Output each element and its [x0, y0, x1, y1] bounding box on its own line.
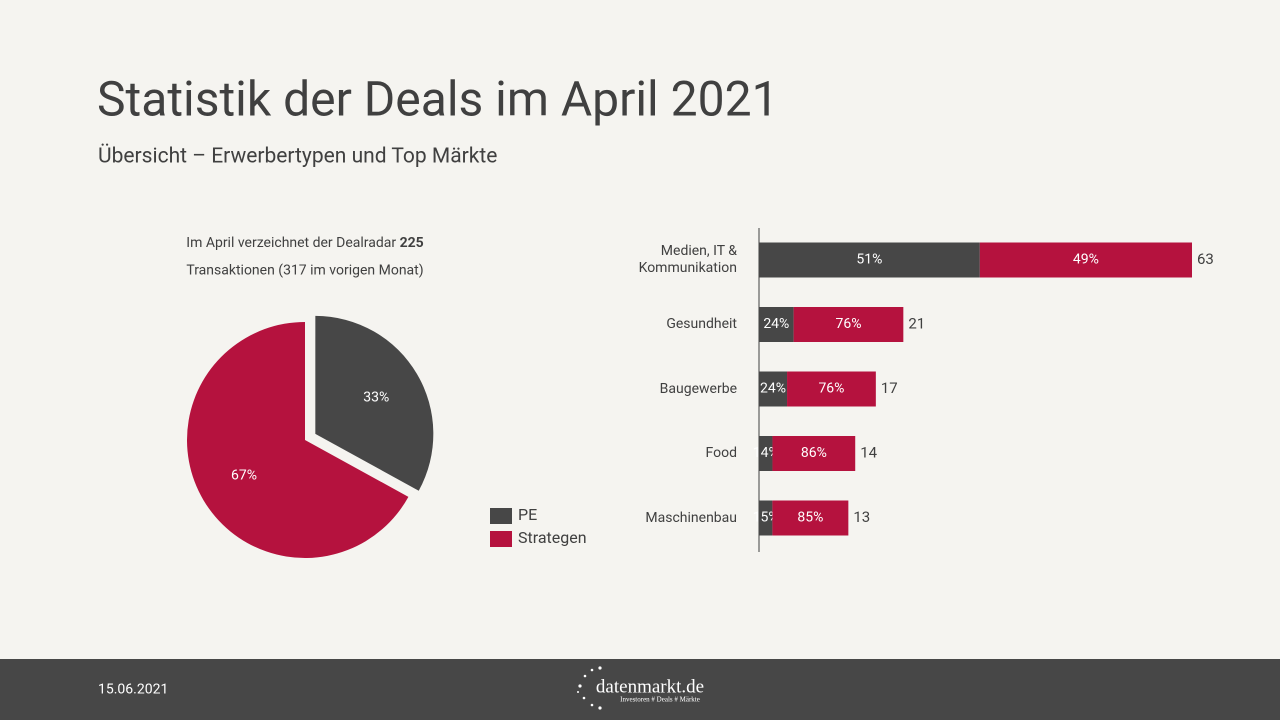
- logo: datenmarkt.de Investoren # Deals # Märkt…: [577, 666, 704, 710]
- bar-label: 49%: [1073, 252, 1099, 268]
- total-label: 63: [1197, 250, 1214, 268]
- bar-label: 15%: [753, 510, 779, 526]
- bar-label: 86%: [801, 445, 827, 461]
- bar-label: 76%: [835, 316, 861, 332]
- footer-date: 15.06.2021: [98, 682, 168, 698]
- pie-slice: [186, 322, 409, 558]
- bar-label: 51%: [856, 252, 882, 268]
- bar-segment: [759, 500, 773, 536]
- footer-band: [0, 659, 1280, 720]
- title: Statistik der Deals im April 2021: [97, 71, 779, 128]
- bar-segment: [759, 307, 794, 342]
- category-label: Gesundheit: [666, 316, 737, 332]
- legend-label: Strategen: [518, 528, 587, 547]
- bar-label: 24%: [760, 381, 786, 397]
- pie-label: 67%: [231, 468, 257, 484]
- note-count: 225: [400, 235, 424, 251]
- total-label: 21: [908, 314, 925, 332]
- category-label: Food: [705, 445, 737, 461]
- bar-segment: [793, 307, 904, 342]
- bar-segment: [772, 436, 856, 471]
- category-label: Maschinenbau: [645, 509, 737, 526]
- bar-segment: [979, 242, 1192, 278]
- subtitle: Übersicht – Erwerbertypen und Top Märkte: [98, 144, 497, 169]
- category-label: Medien, IT & Kommunikation: [638, 243, 737, 276]
- total-label: 14: [860, 443, 877, 461]
- bar-segment: [759, 242, 980, 278]
- bar-label: 24%: [763, 316, 789, 332]
- bar-label: 85%: [797, 510, 823, 526]
- pie-slice: [315, 315, 434, 491]
- bar-segment: [759, 436, 773, 471]
- bar-segment: [759, 371, 788, 407]
- category-label: Baugewerbe: [659, 380, 737, 397]
- bar-label: 76%: [818, 381, 844, 397]
- note: Im April verzeichnet der Dealradar 225: [186, 235, 423, 251]
- bar-segment: [787, 371, 876, 407]
- bar-label: 14%: [753, 445, 779, 461]
- pie-label: 33%: [363, 390, 389, 406]
- logo-tagline: Investoren # Deals # Märkte: [620, 696, 700, 704]
- legend-swatch: [490, 508, 512, 524]
- legend-swatch: [490, 531, 512, 547]
- total-label: 13: [853, 508, 870, 526]
- total-label: 17: [881, 379, 898, 397]
- note-tail: Transaktionen (317 im vorigen Monat): [186, 263, 423, 279]
- note-lead: Im April verzeichnet der Dealradar: [186, 235, 396, 251]
- legend-label: PE: [518, 505, 537, 524]
- bar-segment: [772, 500, 849, 536]
- logo-name: datenmarkt.de: [596, 676, 704, 697]
